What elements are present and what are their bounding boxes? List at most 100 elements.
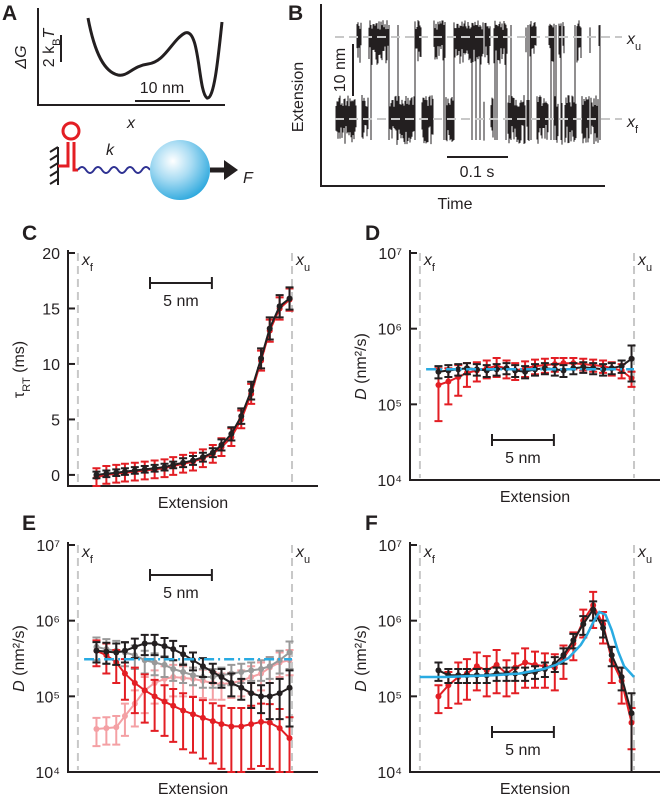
marker xyxy=(190,672,196,679)
marker xyxy=(103,725,110,732)
marker xyxy=(455,366,462,373)
marker xyxy=(121,647,128,654)
marker xyxy=(286,684,293,691)
marker xyxy=(286,735,293,742)
marker xyxy=(238,668,245,675)
level-label: xf xyxy=(626,114,639,136)
reference-label-sub: u xyxy=(646,262,652,274)
anchor xyxy=(49,146,59,185)
marker xyxy=(228,680,235,687)
marker xyxy=(276,725,283,732)
marker xyxy=(435,667,442,674)
reference-label-main: x xyxy=(637,544,647,561)
x-scale-label: 0.1 s xyxy=(460,164,495,181)
marker xyxy=(493,366,500,373)
y-axis-label-sub: RT xyxy=(21,377,33,392)
marker xyxy=(473,366,480,373)
reference-label: xu xyxy=(295,544,310,566)
error-bar xyxy=(189,695,197,754)
marker xyxy=(121,712,128,719)
panel-letter: C xyxy=(22,222,37,245)
error-bar xyxy=(237,707,246,773)
energy-scale-label-sub: B xyxy=(51,39,63,46)
y-tick-label: 10⁵ xyxy=(36,689,60,706)
x-axis-label: Time xyxy=(438,196,473,213)
marker xyxy=(170,665,177,672)
axes xyxy=(409,250,660,481)
level-label-sub: u xyxy=(635,41,641,53)
marker xyxy=(248,387,255,394)
reference-label-main: x xyxy=(423,252,433,269)
error-bar xyxy=(169,688,178,743)
y-tick-label: 0 xyxy=(51,468,60,485)
marker xyxy=(258,718,265,725)
scale-bar-label: 5 nm xyxy=(505,742,541,759)
reference-label-main: x xyxy=(81,544,91,561)
error-bar xyxy=(120,702,129,737)
marker xyxy=(600,366,607,373)
marker xyxy=(266,663,273,670)
marker xyxy=(180,668,187,675)
y-tick-label: 10 xyxy=(42,357,60,374)
marker xyxy=(113,724,120,731)
trace xyxy=(335,20,601,145)
y-axis-label: Extension xyxy=(290,62,307,132)
error-bar xyxy=(285,669,294,728)
marker xyxy=(266,693,273,700)
reference-label: xf xyxy=(423,544,436,566)
marker xyxy=(131,680,138,687)
marker xyxy=(161,661,168,668)
marker xyxy=(258,355,265,362)
marker xyxy=(618,674,625,681)
marker xyxy=(161,464,168,471)
marker xyxy=(209,668,216,675)
marker xyxy=(151,693,158,700)
energy-scale-label-main: 2 k xyxy=(41,45,58,67)
error-bar xyxy=(130,666,139,715)
marker xyxy=(238,723,245,730)
y-tick-label: 10⁴ xyxy=(377,473,402,490)
marker xyxy=(266,719,273,726)
marker xyxy=(276,303,283,310)
force-arrowhead xyxy=(224,160,238,180)
marker xyxy=(141,466,148,473)
bead xyxy=(150,140,210,200)
error-bar xyxy=(627,344,636,383)
marker xyxy=(628,710,635,717)
marker xyxy=(170,646,177,653)
y-tick-label: 10⁷ xyxy=(378,538,402,555)
marker xyxy=(161,643,168,650)
marker xyxy=(473,663,480,670)
error-bar xyxy=(627,692,636,773)
marker xyxy=(286,649,293,656)
marker xyxy=(131,467,138,474)
scale-bar-label: 5 nm xyxy=(163,293,199,310)
axes xyxy=(37,8,225,106)
marker xyxy=(522,659,529,666)
error-bar xyxy=(275,677,284,721)
marker xyxy=(238,413,245,420)
axes xyxy=(67,250,318,487)
reference-label-sub: u xyxy=(304,262,310,274)
y-tick-label: 10⁶ xyxy=(36,614,60,631)
y-tick-label: 10⁶ xyxy=(378,322,402,339)
marker xyxy=(180,459,187,466)
marker xyxy=(248,667,255,674)
reference-label-sub: f xyxy=(432,554,436,566)
series-line xyxy=(96,297,291,476)
reference-label: xu xyxy=(637,544,652,566)
x-axis-label: Extension xyxy=(500,781,570,798)
error-bar xyxy=(140,673,149,724)
scale-bar xyxy=(149,277,213,289)
marker xyxy=(276,690,283,697)
x-axis-label: x xyxy=(126,115,136,132)
marker xyxy=(608,652,615,659)
y-axis-label-main: τ xyxy=(11,391,28,398)
marker xyxy=(93,647,100,654)
marker xyxy=(180,707,187,714)
error-bar xyxy=(112,714,121,746)
error-bar xyxy=(150,678,159,732)
marker xyxy=(141,687,148,694)
marker xyxy=(218,441,225,448)
